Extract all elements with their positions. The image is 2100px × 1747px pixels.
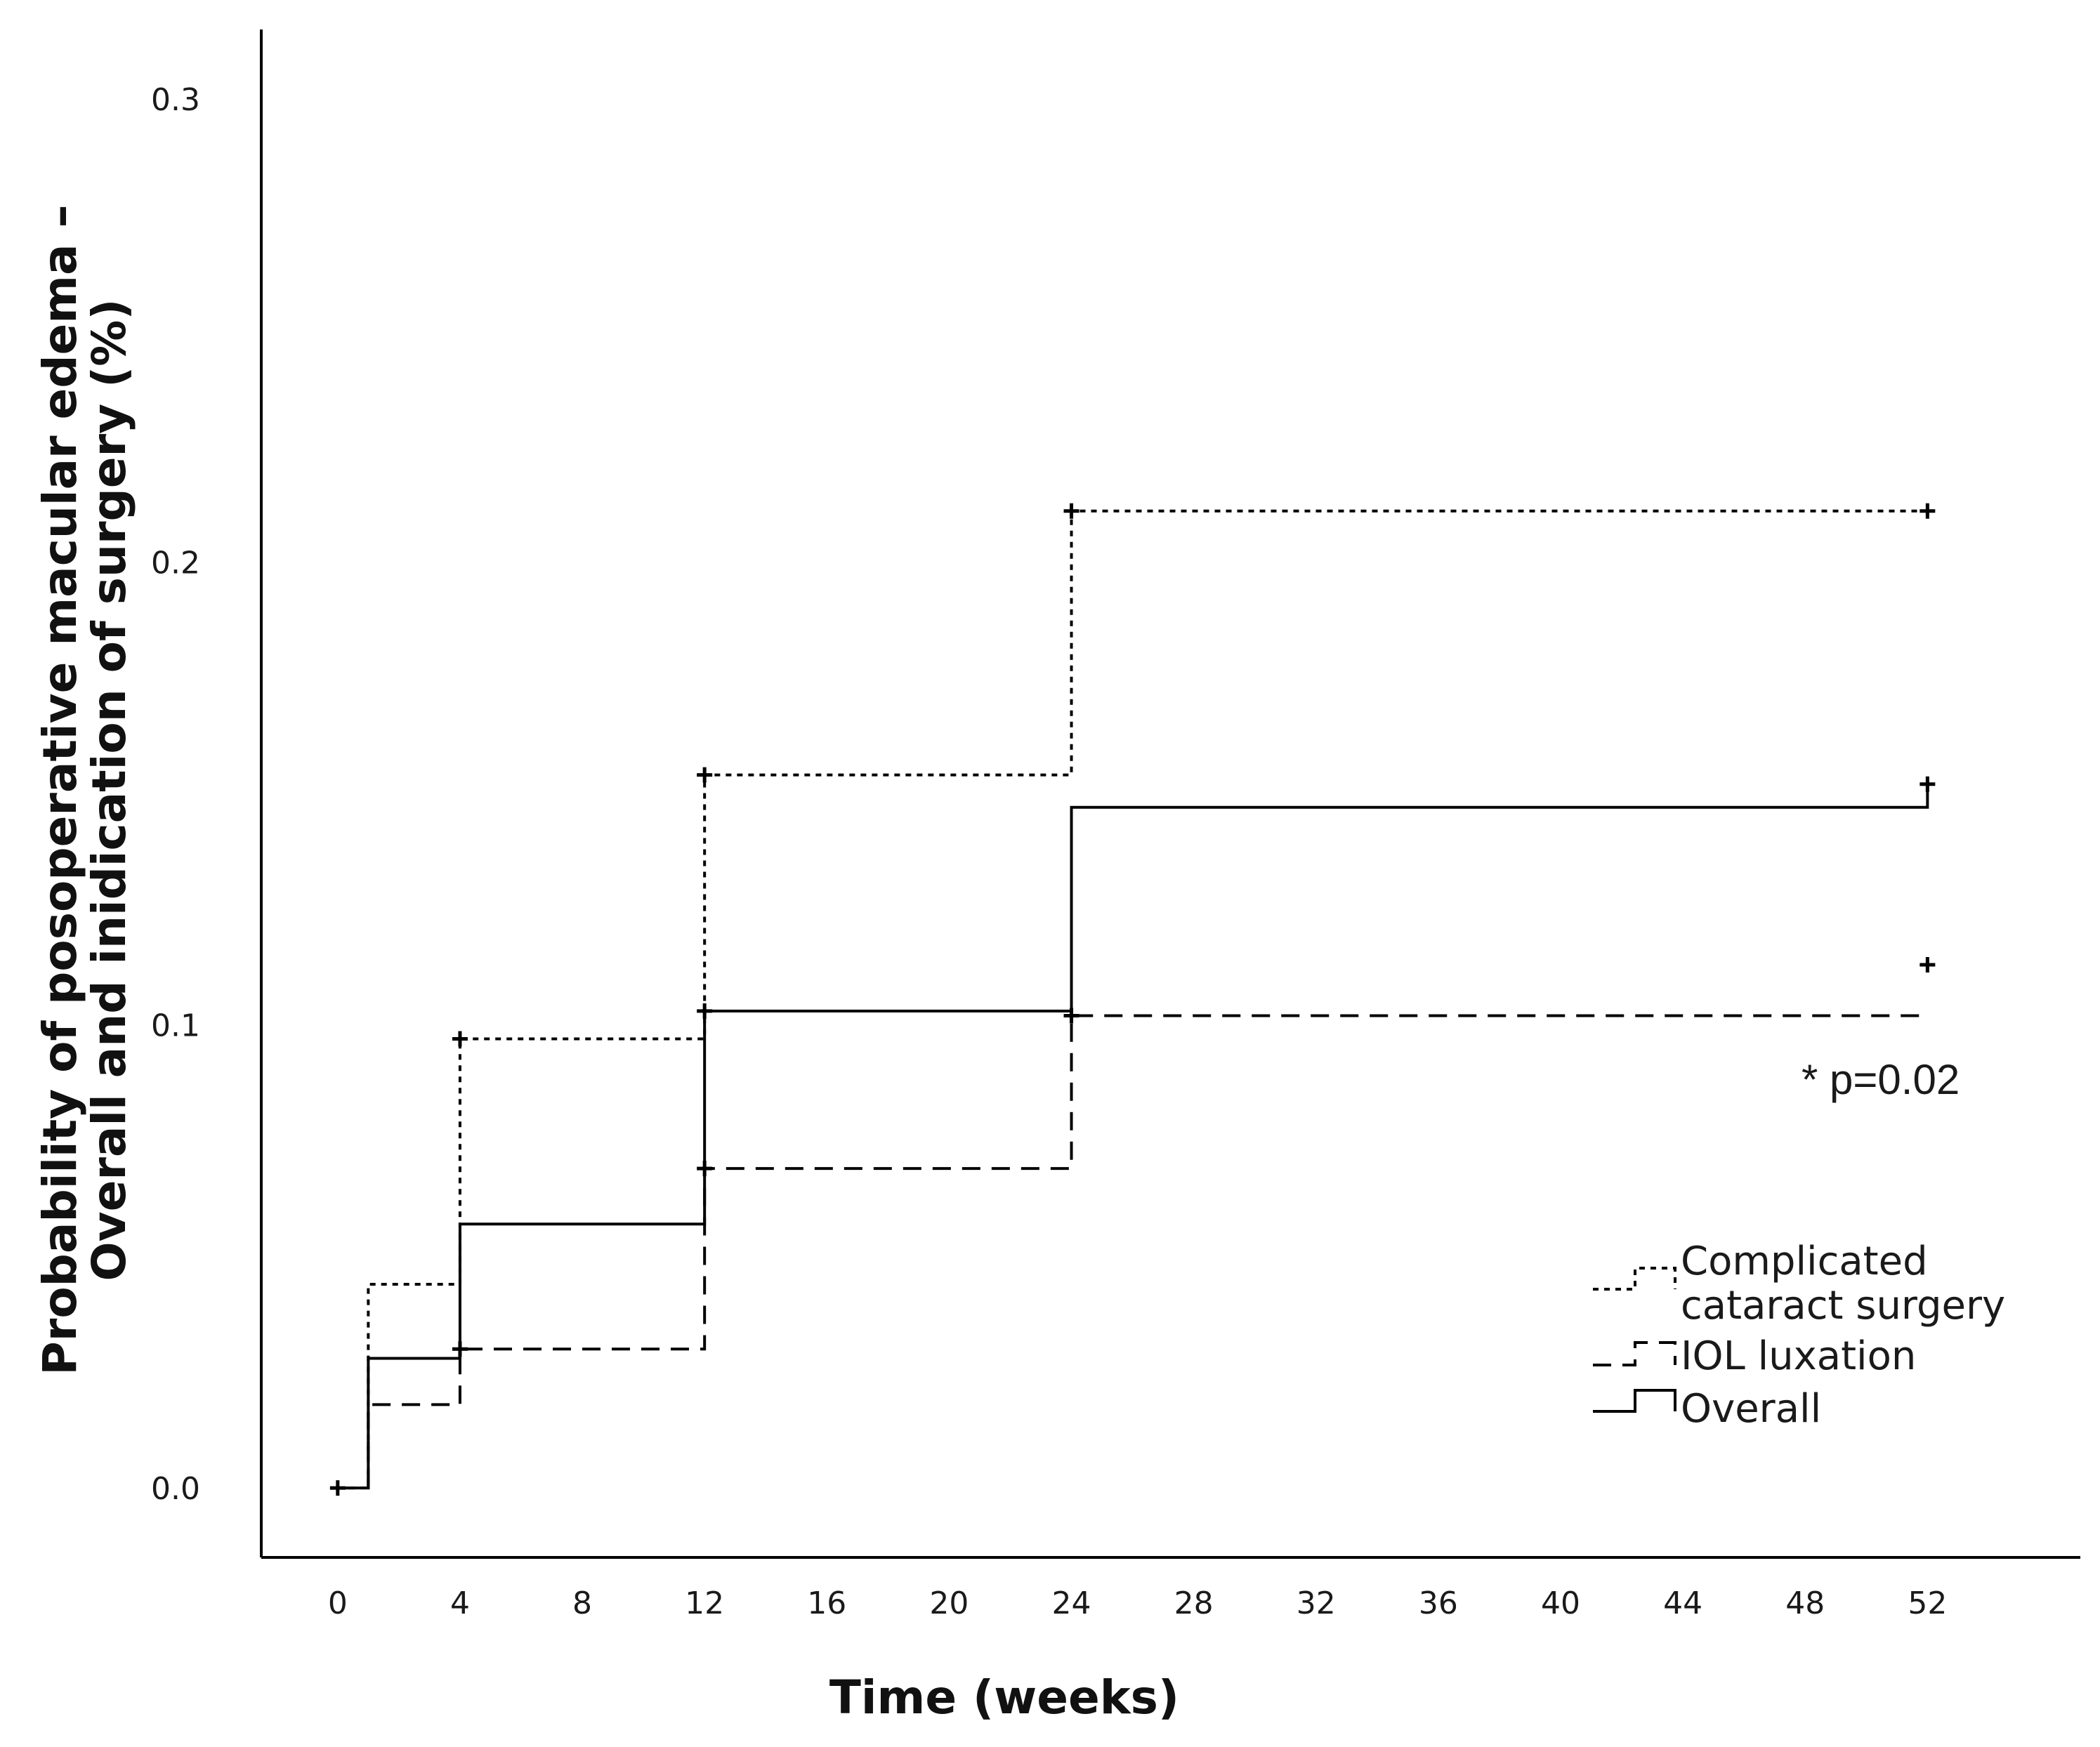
x-axis-title: Time (weeks) bbox=[829, 1670, 1179, 1725]
censor-mark-overall bbox=[697, 1003, 713, 1019]
censor-mark-complicated-cataract-surgery bbox=[1063, 503, 1079, 519]
x-tick-label: 20 bbox=[929, 1586, 969, 1621]
censor-mark-overall bbox=[697, 1161, 713, 1177]
x-tick-label: 12 bbox=[685, 1586, 724, 1621]
x-tick-label: 52 bbox=[1908, 1586, 1947, 1621]
y-tick-labels: 0.0 0.1 0.2 0.3 bbox=[151, 82, 200, 1507]
x-tick-label: 44 bbox=[1663, 1586, 1702, 1621]
y-tick-label: 0.1 bbox=[151, 1008, 200, 1044]
censor-mark-overall bbox=[452, 1341, 468, 1357]
x-tick-label: 8 bbox=[572, 1586, 592, 1621]
x-tick-label: 32 bbox=[1297, 1586, 1336, 1621]
censor-mark-iol-luxation bbox=[1919, 956, 1936, 973]
censor-mark-overall bbox=[329, 1480, 346, 1496]
censor-mark-overall bbox=[1063, 1008, 1079, 1024]
censor-mark-complicated-cataract-surgery bbox=[1919, 503, 1936, 519]
censor-mark-overall bbox=[1919, 776, 1936, 792]
y-tick-label: 0.0 bbox=[151, 1471, 200, 1507]
legend: Complicated cataract surgery IOL luxatio… bbox=[1593, 1239, 2005, 1432]
censor-mark-complicated-cataract-surgery bbox=[452, 1031, 468, 1047]
legend-label-overall: Overall bbox=[1681, 1386, 1821, 1432]
x-tick-label: 28 bbox=[1174, 1586, 1214, 1621]
y-axis-title-line1: Probability of posoperative macular edem… bbox=[33, 204, 87, 1375]
legend-label-complicated-line2: cataract surgery bbox=[1681, 1283, 2005, 1329]
y-tick-label: 0.3 bbox=[151, 82, 200, 118]
legend-label-iol: IOL luxation bbox=[1681, 1333, 1916, 1379]
x-tick-label: 16 bbox=[807, 1586, 846, 1621]
x-tick-label: 48 bbox=[1785, 1586, 1825, 1621]
x-tick-label: 4 bbox=[450, 1586, 470, 1621]
legend-symbol-complicated bbox=[1593, 1267, 1676, 1291]
x-tick-label: 24 bbox=[1052, 1586, 1091, 1621]
series-line-overall bbox=[337, 784, 1929, 1490]
y-axis-title: Probability of posoperative macular edem… bbox=[33, 204, 136, 1375]
x-tick-label: 0 bbox=[328, 1586, 348, 1621]
p-value-annotation: * p=0.02 bbox=[1802, 1056, 1960, 1103]
x-tick-labels: 0 4 8 12 16 20 24 28 32 36 40 44 48 52 bbox=[328, 1586, 1948, 1621]
legend-symbol-overall bbox=[1593, 1389, 1676, 1413]
censor-mark-complicated-cataract-surgery bbox=[697, 767, 713, 783]
axes: 0 4 8 12 16 20 24 28 32 36 40 44 48 52 0.00.10.20.3 bbox=[151, 29, 2080, 1621]
x-tick-label: 36 bbox=[1419, 1586, 1458, 1621]
y-tick-label: 0.2 bbox=[151, 545, 200, 581]
series-group bbox=[329, 503, 1936, 1496]
x-tick-label: 40 bbox=[1541, 1586, 1580, 1621]
y-axis-title-line2: Overall and inidication of surgery (%) bbox=[82, 298, 136, 1281]
legend-label-complicated-line1: Complicated bbox=[1681, 1239, 1928, 1284]
legend-symbol-iol bbox=[1593, 1341, 1676, 1366]
